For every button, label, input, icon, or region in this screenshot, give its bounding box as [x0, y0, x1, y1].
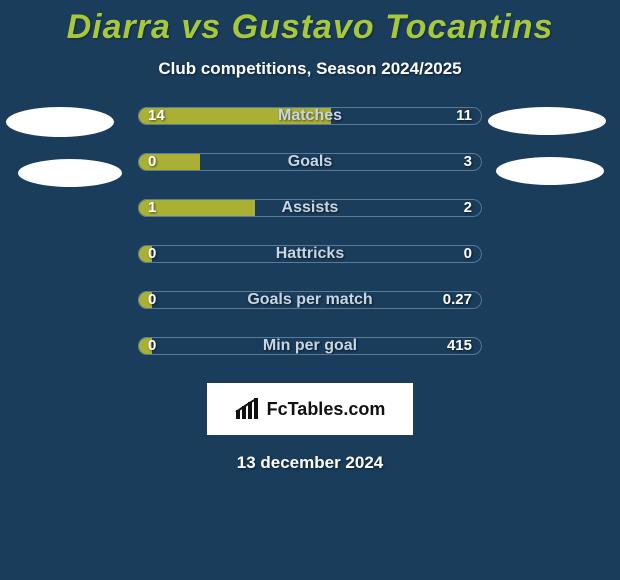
comparison-row: 12Assists	[138, 199, 482, 217]
bar-left	[138, 291, 152, 309]
bar-right	[255, 199, 482, 217]
bar-left	[138, 107, 331, 125]
bar-left	[138, 337, 152, 355]
comparison-rows: 1411Matches 03Goals 12Assists 00Hattricks 00…	[138, 107, 482, 355]
page-title: Diarra vs Gustavo Tocantins	[0, 0, 620, 47]
bar-right	[152, 337, 482, 355]
bar-right	[468, 245, 482, 263]
fctables-logo-badge: FcTables.com	[207, 383, 413, 435]
player-oval-1	[18, 159, 122, 187]
comparison-row: 00.27Goals per match	[138, 291, 482, 309]
bar-right	[152, 291, 482, 309]
row-label: Hattricks	[138, 245, 482, 263]
bar-right	[200, 153, 482, 171]
bar-left	[138, 245, 152, 263]
bar-left	[138, 199, 255, 217]
fctables-chart-icon	[235, 398, 261, 420]
page-subtitle: Club competitions, Season 2024/2025	[0, 59, 620, 79]
player-oval-3	[496, 157, 604, 185]
bar-left	[138, 153, 200, 171]
comparison-row: 1411Matches	[138, 107, 482, 125]
comparison-row: 0415Min per goal	[138, 337, 482, 355]
comparison-row: 03Goals	[138, 153, 482, 171]
row-border	[138, 245, 482, 263]
date-text: 13 december 2024	[0, 453, 620, 473]
fctables-logo-text: FcTables.com	[267, 399, 386, 420]
player-oval-2	[488, 107, 606, 135]
comparison-chart: 1411Matches 03Goals 12Assists 00Hattricks 00…	[0, 107, 620, 355]
player-oval-0	[6, 107, 114, 137]
comparison-row: 00Hattricks	[138, 245, 482, 263]
bar-right	[331, 107, 482, 125]
